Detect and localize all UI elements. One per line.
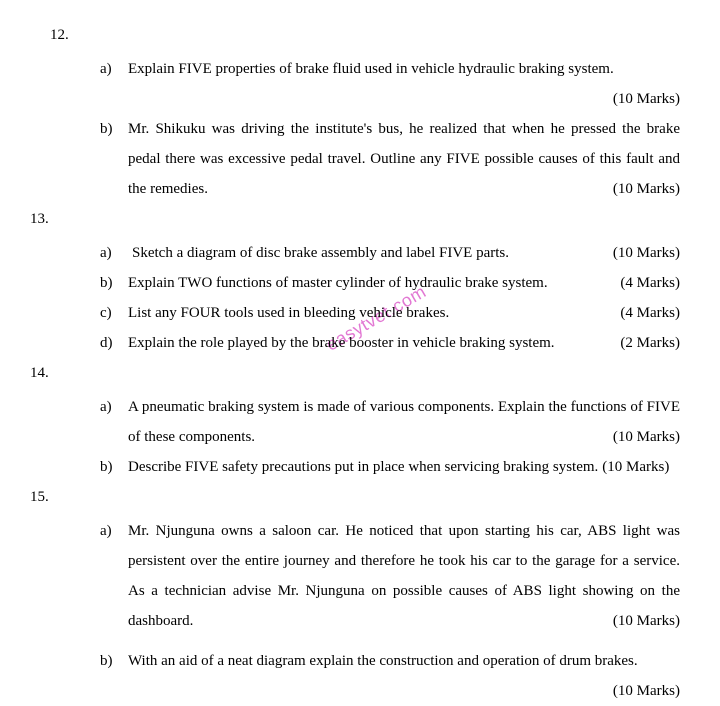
q14-a: a) A pneumatic braking system is made of… xyxy=(100,392,680,452)
marks: (4 Marks) xyxy=(620,298,680,328)
marks: (10 Marks) xyxy=(602,459,669,475)
marks: (10 Marks) xyxy=(613,238,680,268)
sub-letter: b) xyxy=(100,452,128,482)
question-number-13: 13. xyxy=(30,204,690,234)
question-number-12: 12. xyxy=(50,20,690,50)
marks: (10 Marks) xyxy=(613,174,680,204)
sub-text: Explain TWO functions of master cylinder… xyxy=(128,268,680,298)
marks: (2 Marks) xyxy=(620,328,680,358)
sub-text: Mr. Shikuku was driving the institute's … xyxy=(128,114,680,204)
q13-b: b) Explain TWO functions of master cylin… xyxy=(100,268,680,298)
sub-text-content: List any FOUR tools used in bleeding veh… xyxy=(128,305,449,321)
q12-b: b) Mr. Shikuku was driving the institute… xyxy=(100,114,680,204)
sub-letter: a) xyxy=(100,516,128,546)
question-number-14: 14. xyxy=(30,358,690,388)
sub-text: List any FOUR tools used in bleeding veh… xyxy=(128,298,680,328)
marks: (10 Marks) xyxy=(30,676,680,706)
question-number-15: 15. xyxy=(30,482,690,512)
sub-text: Describe FIVE safety precautions put in … xyxy=(128,452,680,482)
q15-b: b) With an aid of a neat diagram explain… xyxy=(100,646,680,676)
marks: (10 Marks) xyxy=(613,422,680,452)
sub-text-content: Mr. Njunguna owns a saloon car. He notic… xyxy=(128,523,680,629)
sub-text-content: Sketch a diagram of disc brake assembly … xyxy=(132,245,509,261)
sub-letter: b) xyxy=(100,114,128,144)
sub-text-content: Mr. Shikuku was driving the institute's … xyxy=(128,121,680,197)
marks: (4 Marks) xyxy=(620,268,680,298)
sub-text-content: A pneumatic braking system is made of va… xyxy=(128,399,680,445)
q14-b: b) Describe FIVE safety precautions put … xyxy=(100,452,680,482)
sub-text: With an aid of a neat diagram explain th… xyxy=(128,646,680,676)
sub-letter: a) xyxy=(100,392,128,422)
sub-letter: b) xyxy=(100,268,128,298)
q15-a: a) Mr. Njunguna owns a saloon car. He no… xyxy=(100,516,680,636)
sub-letter: d) xyxy=(100,328,128,358)
sub-text-content: Describe FIVE safety precautions put in … xyxy=(128,459,598,475)
q13-a: a) Sketch a diagram of disc brake assemb… xyxy=(100,238,680,268)
sub-letter: a) xyxy=(100,54,128,84)
sub-letter: c) xyxy=(100,298,128,328)
sub-letter: a) xyxy=(100,238,128,268)
sub-letter: b) xyxy=(100,646,128,676)
q13-c: c) List any FOUR tools used in bleeding … xyxy=(100,298,680,328)
sub-text: Explain FIVE properties of brake fluid u… xyxy=(128,54,680,84)
sub-text: Explain the role played by the brake boo… xyxy=(128,328,680,358)
sub-text-content: Explain TWO functions of master cylinder… xyxy=(128,275,548,291)
sub-text: Sketch a diagram of disc brake assembly … xyxy=(128,238,680,268)
sub-text-content: Explain the role played by the brake boo… xyxy=(128,335,555,351)
marks: (10 Marks) xyxy=(613,606,680,636)
marks: (10 Marks) xyxy=(30,84,680,114)
sub-text: Mr. Njunguna owns a saloon car. He notic… xyxy=(128,516,680,636)
q12-a: a) Explain FIVE properties of brake flui… xyxy=(100,54,680,84)
q13-d: d) Explain the role played by the brake … xyxy=(100,328,680,358)
sub-text: A pneumatic braking system is made of va… xyxy=(128,392,680,452)
